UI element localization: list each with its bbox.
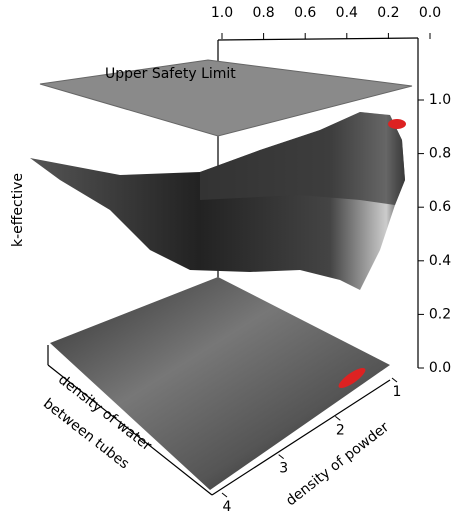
z-axis-label: k-effective	[10, 173, 26, 247]
surface-ridge	[200, 112, 405, 205]
floor-projection	[50, 277, 390, 490]
top-tick-label: 0.4	[336, 5, 358, 21]
x-tick	[335, 415, 341, 421]
x-tick	[391, 377, 398, 383]
safety-plane	[39, 59, 413, 137]
z-tick-label: 0.0	[429, 360, 451, 376]
x-tick-label: 3	[279, 461, 288, 477]
surface-hotspot	[388, 119, 406, 129]
x-tick	[221, 492, 228, 498]
z-tick-label: 0.8	[429, 146, 451, 162]
x-tick-label: 2	[336, 422, 345, 438]
top-tick-label: 0.0	[419, 5, 441, 21]
z-tick-label: 1.0	[429, 92, 451, 108]
z-tick-label: 0.6	[429, 199, 451, 215]
x-tick-label: 1	[393, 384, 402, 400]
z-tick-label: 0.4	[429, 253, 451, 269]
top-tick-label: 0.6	[294, 5, 316, 21]
top-tick-label: 0.2	[377, 5, 399, 21]
top-tick-label: 1.0	[211, 5, 233, 21]
x-tick-label: 4	[223, 499, 232, 515]
top-tick-label: 0.8	[252, 5, 274, 21]
floor-hotspot	[338, 367, 366, 389]
plane-label: Upper Safety Limit	[105, 66, 236, 82]
z-tick-label: 0.2	[429, 306, 451, 322]
x-tick	[278, 454, 284, 460]
